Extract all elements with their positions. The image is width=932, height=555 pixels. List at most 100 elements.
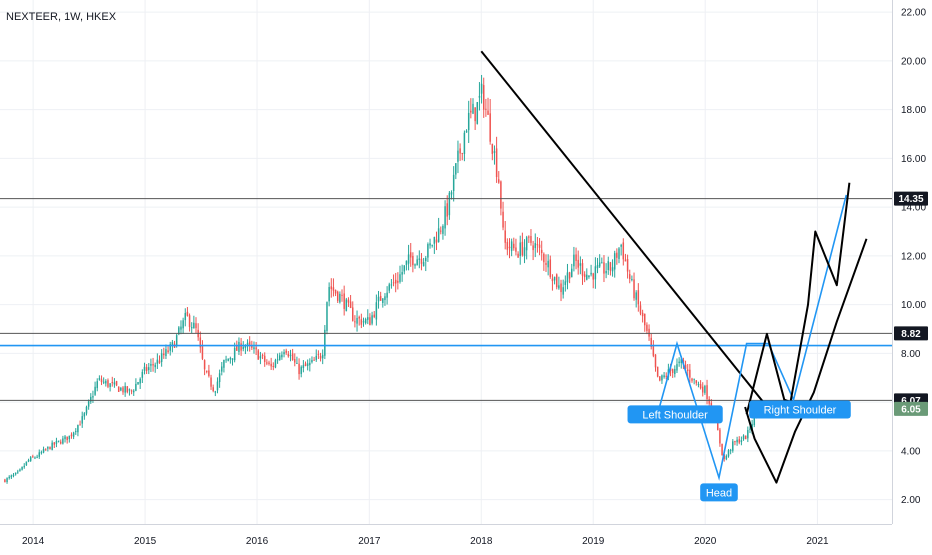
candle <box>701 382 704 397</box>
candle <box>14 472 17 476</box>
candle <box>190 322 193 334</box>
candle <box>188 313 191 332</box>
x-tick-label: 2016 <box>246 536 269 547</box>
candle <box>562 279 564 299</box>
candle <box>263 352 266 367</box>
candle <box>27 458 30 463</box>
candle <box>409 242 412 267</box>
candle <box>135 378 137 392</box>
level-price-tag: 14.35 <box>894 191 928 206</box>
candle <box>699 380 702 390</box>
candle <box>433 236 436 254</box>
candle <box>510 238 513 257</box>
candle <box>571 263 573 278</box>
pattern-annotations: Left Shoulder Head Right Shoulder <box>627 400 851 502</box>
candle <box>117 386 120 392</box>
candle <box>489 99 491 145</box>
x-axis-ticks[interactable]: 2014 2015 2016 2017 2018 2019 2020 2021 <box>22 536 829 547</box>
candle <box>465 129 468 133</box>
candle <box>266 359 268 366</box>
right-shoulder-label: Right Shoulder <box>749 400 851 419</box>
candle <box>283 349 285 358</box>
candle <box>345 297 348 312</box>
svg-text:8.82: 8.82 <box>901 329 921 340</box>
candle <box>57 440 60 443</box>
candle <box>646 322 648 335</box>
candle <box>390 279 393 289</box>
candle <box>749 426 751 434</box>
horizontal-levels[interactable] <box>0 198 892 401</box>
candle <box>107 378 109 389</box>
candle <box>214 390 217 397</box>
descending-trendline[interactable] <box>480 50 767 406</box>
candle <box>25 461 28 466</box>
candle <box>624 253 627 262</box>
candle <box>618 247 620 264</box>
candle <box>581 259 584 285</box>
candle <box>467 100 470 143</box>
candle <box>240 337 242 356</box>
candle <box>336 290 339 303</box>
candle <box>498 171 500 184</box>
candle <box>416 255 418 266</box>
candle <box>674 365 676 378</box>
candle <box>96 378 98 392</box>
candle <box>294 353 296 367</box>
candle <box>296 356 298 364</box>
y-tick-label: 8.00 <box>901 349 921 360</box>
candle <box>648 324 650 341</box>
candle <box>40 450 43 455</box>
candle <box>259 351 262 365</box>
candle <box>300 365 302 378</box>
y-tick-label: 16.00 <box>901 154 926 165</box>
candle <box>17 469 19 474</box>
candle <box>315 349 318 362</box>
x-tick-label: 2018 <box>470 536 493 547</box>
candle <box>79 420 81 426</box>
candle <box>575 247 577 270</box>
drawings[interactable] <box>480 50 868 484</box>
projection-path[interactable] <box>745 182 851 415</box>
y-tick-label: 22.00 <box>901 8 926 19</box>
candle <box>388 282 391 294</box>
candle <box>44 448 47 451</box>
head-and-shoulders-pattern[interactable] <box>658 194 848 481</box>
candle <box>592 272 594 289</box>
candle <box>356 310 358 332</box>
svg-text:Head: Head <box>706 487 732 499</box>
candle <box>493 145 496 165</box>
candle <box>167 346 169 354</box>
candle <box>371 311 373 326</box>
candle <box>281 351 283 360</box>
candle <box>38 449 41 459</box>
candle <box>100 375 103 386</box>
x-tick-label: 2020 <box>694 536 717 547</box>
candle <box>205 370 208 374</box>
candle <box>403 265 406 275</box>
candle <box>448 191 451 220</box>
candle <box>216 377 219 394</box>
candle <box>616 248 618 265</box>
candle <box>695 380 698 386</box>
axes[interactable] <box>0 0 893 525</box>
candle <box>431 244 433 248</box>
candle <box>248 336 251 352</box>
candle <box>158 355 161 364</box>
candle <box>334 289 337 297</box>
candle <box>727 449 730 458</box>
candle <box>321 349 324 365</box>
candle <box>19 468 21 472</box>
candle <box>420 253 423 271</box>
candle <box>182 317 184 334</box>
candle <box>427 242 429 262</box>
candle <box>208 364 210 378</box>
candle <box>49 446 51 450</box>
candle <box>455 163 457 180</box>
candle <box>435 231 438 251</box>
candle <box>223 359 225 373</box>
projection-path[interactable] <box>744 238 868 484</box>
candle <box>732 439 734 453</box>
candle <box>195 317 197 334</box>
